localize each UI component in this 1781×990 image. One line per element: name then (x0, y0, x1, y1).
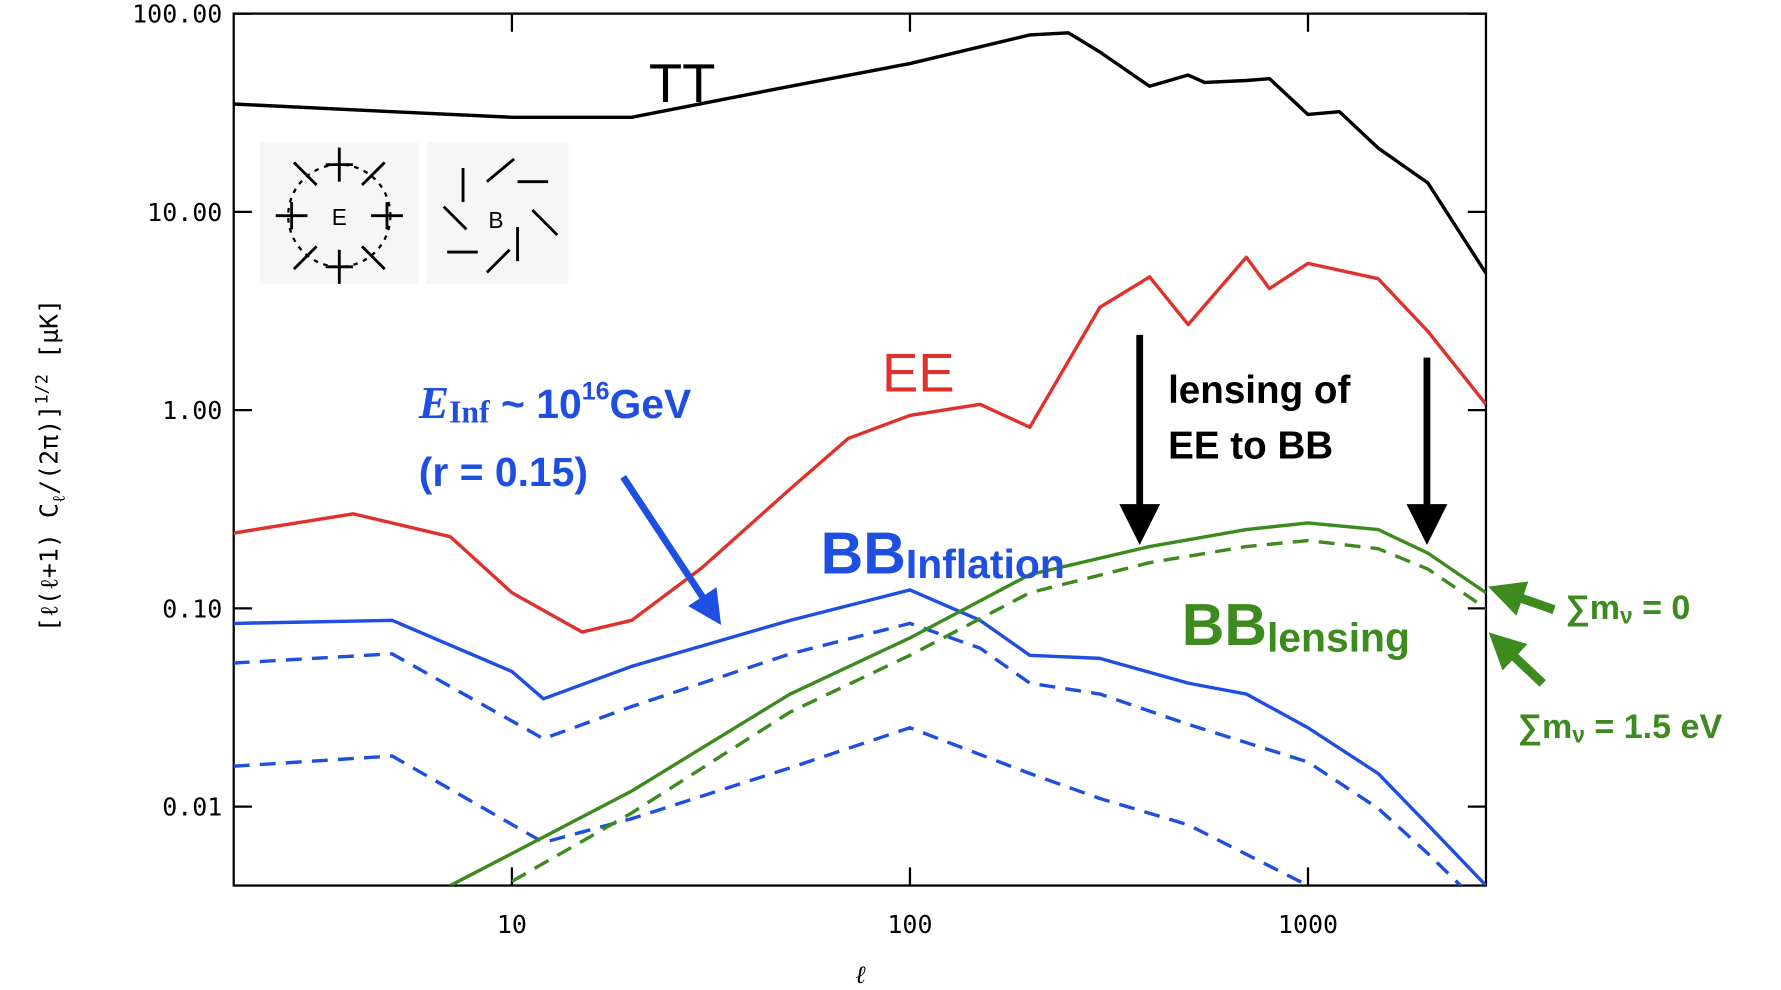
y-label-sup: 1/2 (33, 374, 53, 405)
series-line (233, 31, 1486, 275)
y-tick-label: 100.00 (132, 0, 222, 29)
bb-sub: lensing (1267, 615, 1410, 661)
series-line (233, 255, 1486, 634)
inflation-unit: GeV (609, 381, 691, 427)
y-label-sub: ℓ (50, 495, 70, 503)
x-tick-label: 100 (887, 910, 932, 939)
tt-label: TT (649, 53, 716, 114)
inflation-sub: Inf (449, 394, 490, 429)
ticks: 100.00 10.00 1.00 0.10 0.01 10 100 1000 (132, 0, 1486, 939)
series-line (233, 588, 1486, 886)
inflation-exp: 16 (582, 378, 610, 406)
series-line (233, 621, 1464, 886)
mnu-prefix: ∑m (1565, 589, 1620, 627)
bb-main: BB (1182, 592, 1267, 658)
x-tick-label: 10 (497, 910, 527, 939)
plot-frame (232, 12, 1488, 887)
y-label-unit: [μK] (35, 299, 64, 374)
series-line (511, 538, 1486, 883)
bb-sub: Inflation (906, 541, 1065, 587)
series-line (449, 521, 1486, 886)
bb-inflation-label: BBInflation (821, 520, 1065, 587)
y-tick-label: 1.00 (162, 396, 222, 425)
inset-e-label: E (332, 204, 347, 230)
mnu-arrow (1488, 632, 1546, 687)
bb-lensing-label: BBlensing (1182, 592, 1410, 661)
y-tick-label: 0.01 (162, 793, 222, 822)
mnu-sub: ν (1620, 602, 1633, 628)
lensing-note: lensing of (1168, 369, 1350, 412)
inflation-text: ~ 10 (490, 381, 582, 427)
mnu-zero: ∑mν = 0 (1565, 589, 1690, 629)
y-tick-label: 10.00 (147, 198, 222, 227)
mnu-prefix: ∑m (1518, 708, 1573, 746)
mnu-sub: ν (1572, 721, 1585, 747)
inset-b (426, 141, 569, 284)
mnu-15: ∑mν = 1.5 eV (1518, 708, 1723, 748)
bb-main: BB (821, 520, 906, 586)
inflation-symbol: E (418, 378, 449, 428)
mnu-arrow (1488, 581, 1556, 616)
ee-label: EE (882, 343, 955, 404)
y-axis-label: [ℓ(ℓ+1) Cℓ/(2π)]1/2 [μK] (33, 299, 70, 632)
y-label-part: /(2π)] (35, 405, 64, 495)
inflation-scale: EInf ~ 1016GeV (418, 378, 691, 430)
inset-e (259, 141, 419, 284)
r-value: (r = 0.15) (419, 449, 588, 495)
inset-b-label: B (488, 207, 503, 233)
mnu-rest: = 1.5 eV (1585, 708, 1723, 746)
x-tick-label: 1000 (1278, 910, 1338, 939)
mnu-rest: = 0 (1633, 589, 1691, 627)
series-line (233, 726, 1312, 886)
lensing-note: EE to BB (1168, 425, 1333, 468)
r-arrow (620, 474, 722, 626)
lines (233, 31, 1486, 886)
x-axis-label: ℓ (855, 960, 866, 989)
y-tick-label: 0.10 (162, 594, 222, 623)
y-label-part: [ℓ(ℓ+1) C (35, 503, 64, 632)
